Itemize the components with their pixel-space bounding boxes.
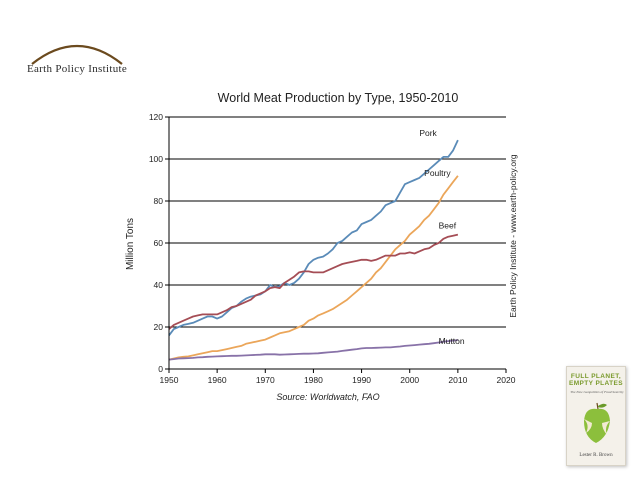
y-tick-label: 120 xyxy=(149,112,163,122)
y-tick-label: 60 xyxy=(154,238,164,248)
x-tick-label: 2020 xyxy=(497,375,516,385)
x-tick-label: 2010 xyxy=(448,375,467,385)
series-label-poultry: Poultry xyxy=(424,168,451,178)
annotation-layer: Pork Poultry Beef Mutton xyxy=(419,128,465,346)
logo-arc xyxy=(31,45,123,65)
y-tick-label: 40 xyxy=(154,280,164,290)
book-author: Lester R. Brown xyxy=(579,453,613,458)
y-tick-label: 20 xyxy=(154,322,164,332)
chart-title: World Meat Production by Type, 1950-2010 xyxy=(218,91,459,105)
x-tick-label: 1990 xyxy=(352,375,371,385)
y-tick-label: 100 xyxy=(149,154,163,164)
series-label-beef: Beef xyxy=(439,220,457,230)
x-tick-label: 1980 xyxy=(304,375,323,385)
axes-layer: 0 20 40 60 80 100 120 1950 1960 1970 1980 1990 2000 2… xyxy=(149,112,516,385)
book-subtitle: The New Geopolitics of Food Scarcity xyxy=(570,390,624,394)
series-line-poultry xyxy=(168,175,459,361)
x-tick-label: 2000 xyxy=(400,375,419,385)
y-tick-label: 0 xyxy=(158,364,163,374)
source-note: Source: Worldwatch, FAO xyxy=(276,392,379,402)
series-label-pork: Pork xyxy=(419,128,437,138)
y-axis-label: Million Tons xyxy=(125,218,136,270)
book-title: FULL PLANET, EMPTY PLATES xyxy=(567,373,625,387)
x-tick-label: 1950 xyxy=(160,375,179,385)
series-line-pork xyxy=(168,139,459,336)
earth-policy-institute-logo xyxy=(31,45,123,65)
book-title-line2: EMPTY PLATES xyxy=(568,380,624,387)
series-line-mutton xyxy=(168,339,459,361)
book-cover: FULL PLANET, EMPTY PLATES The New Geopol… xyxy=(566,366,626,466)
apple-core-icon xyxy=(584,402,610,443)
logo-text: Earth Policy Institute xyxy=(26,63,128,75)
x-tick-label: 1970 xyxy=(256,375,275,385)
series-layer xyxy=(168,139,459,361)
book-title-line1: FULL PLANET, xyxy=(570,373,622,380)
y-tick-label: 80 xyxy=(154,196,164,206)
side-label: Earth Policy Institute - www.earth-polic… xyxy=(508,154,518,318)
x-tick-label: 1960 xyxy=(208,375,227,385)
series-label-mutton: Mutton xyxy=(439,336,465,346)
series-line-beef xyxy=(168,233,459,330)
